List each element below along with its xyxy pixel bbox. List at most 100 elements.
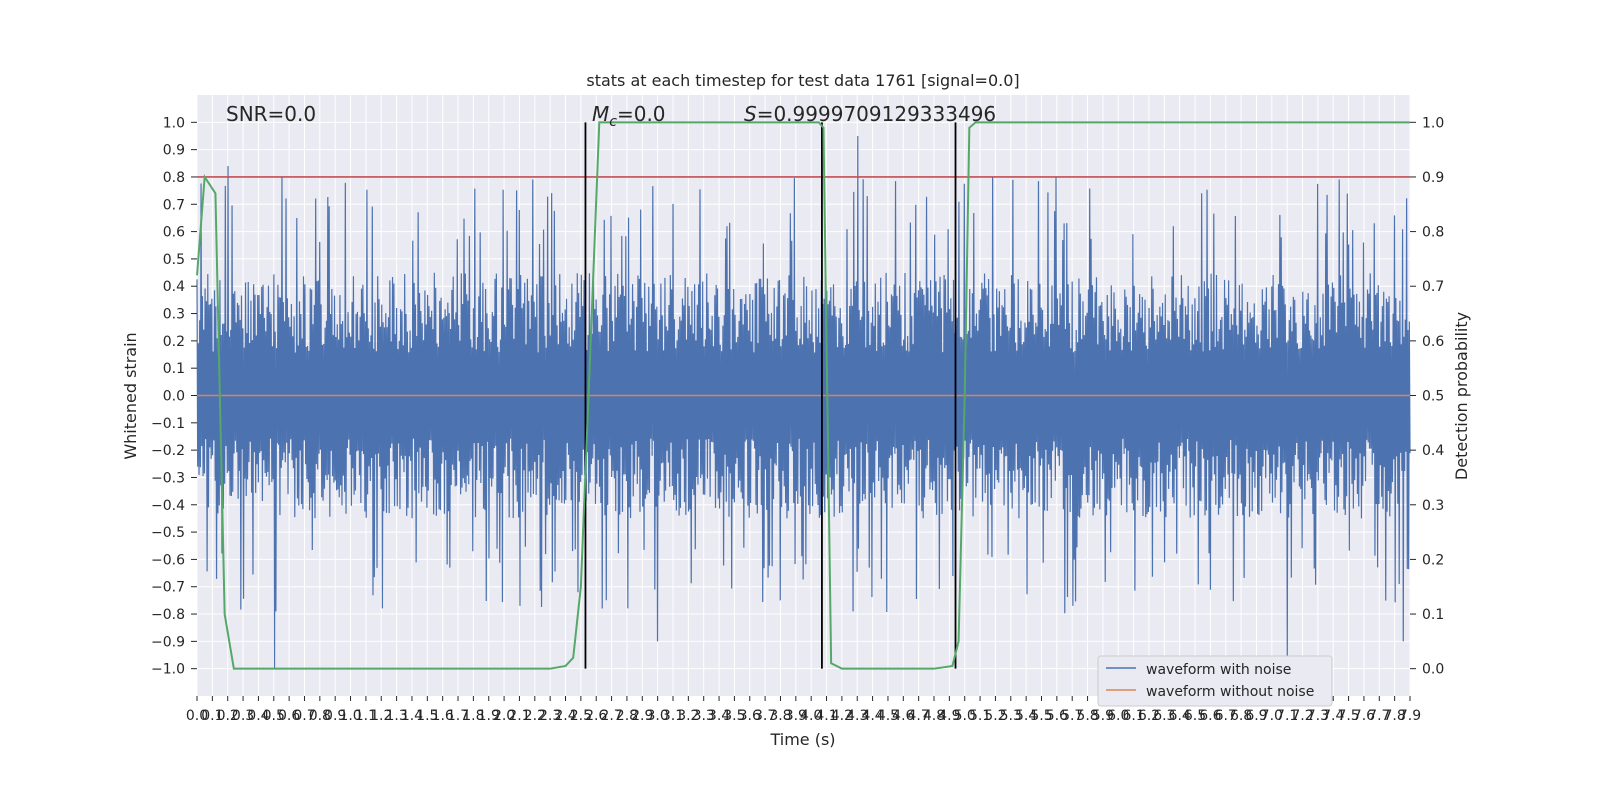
x-tick-label: 7.3 <box>1307 708 1329 724</box>
right-y-tick-label: 0.9 <box>1422 170 1444 186</box>
x-tick-label: 1.6 <box>432 708 454 724</box>
x-tick-label: 7.7 <box>1368 708 1390 724</box>
mc-subscript: c <box>609 114 617 130</box>
right-y-tick-label: 0.5 <box>1422 389 1444 405</box>
x-tick-label: 7.9 <box>1399 708 1421 724</box>
x-tick-label: 6.4 <box>1169 708 1191 724</box>
chart-title: stats at each timestep for test data 176… <box>586 71 1019 90</box>
x-tick-label: 3.2 <box>677 708 699 724</box>
x-tick-label: 4.0 <box>800 708 822 724</box>
x-tick-label: 3.3 <box>693 708 715 724</box>
left-y-tick-label: 0.0 <box>163 389 185 405</box>
x-tick-label: 6.8 <box>1230 708 1252 724</box>
x-tick-label: 0.5 <box>263 708 285 724</box>
x-tick-label: 2.9 <box>631 708 653 724</box>
mc-value: =0.0 <box>617 102 666 126</box>
left-axis-ticks: 1.0 0.9 0.8 0.7 0.6 0.5 0.4 0.3 0.2 0.1 0.0 −0.1 −0.… <box>151 115 197 678</box>
x-tick-label: 2.7 <box>600 708 622 724</box>
x-tick-label: 3.0 <box>647 708 669 724</box>
x-tick-label: 0.9 <box>324 708 346 724</box>
right-y-tick-label: 1.0 <box>1422 115 1444 131</box>
x-tick-label: 5.8 <box>1076 708 1098 724</box>
x-tick-label: 7.5 <box>1337 708 1359 724</box>
right-y-tick-label: 0.3 <box>1422 498 1444 514</box>
right-y-axis-label: Detection probability <box>1452 312 1471 480</box>
left-y-tick-label: 0.1 <box>163 361 185 377</box>
x-tick-label: 6.7 <box>1215 708 1237 724</box>
x-tick-label: 1.0 <box>339 708 361 724</box>
right-y-tick-label: 0.4 <box>1422 443 1444 459</box>
x-tick-label: 5.9 <box>1092 708 1114 724</box>
x-tick-label: 0.4 <box>247 708 269 724</box>
x-tick-label: 6.3 <box>1153 708 1175 724</box>
x-tick-label: 4.7 <box>908 708 930 724</box>
left-y-axis-label: Whitened strain <box>121 332 140 459</box>
x-tick-label: 3.9 <box>785 708 807 724</box>
x-tick-label: 5.2 <box>984 708 1006 724</box>
right-y-tick-label: 0.2 <box>1422 552 1444 568</box>
left-y-tick-label: 0.6 <box>163 225 185 241</box>
left-y-tick-label: 1.0 <box>163 115 185 131</box>
x-tick-label: 6.2 <box>1138 708 1160 724</box>
x-tick-label: 5.4 <box>1015 708 1037 724</box>
legend-label-clean-waveform: waveform without noise <box>1146 684 1314 700</box>
x-tick-label: 5.7 <box>1061 708 1083 724</box>
right-y-tick-label: 0.7 <box>1422 279 1444 295</box>
x-tick-label: 2.6 <box>585 708 607 724</box>
left-y-tick-label: −1.0 <box>151 662 185 678</box>
left-y-tick-label: 0.7 <box>163 197 185 213</box>
x-tick-label: 5.3 <box>1000 708 1022 724</box>
detection-probability-line <box>196 121 1410 670</box>
left-y-tick-label: 0.8 <box>163 170 185 186</box>
x-tick-label: 4.2 <box>831 708 853 724</box>
x-tick-label: 7.2 <box>1291 708 1313 724</box>
x-tick-label: 3.4 <box>708 708 730 724</box>
x-tick-label: 2.4 <box>554 708 576 724</box>
left-y-tick-label: 0.4 <box>163 279 185 295</box>
x-tick-label: 3.1 <box>662 708 684 724</box>
left-y-tick-label: 0.2 <box>163 334 185 350</box>
legend-label-noise-waveform: waveform with noise <box>1146 662 1291 678</box>
x-tick-label: 1.1 <box>355 708 377 724</box>
x-tick-label: 6.0 <box>1107 708 1129 724</box>
x-tick-label: 4.5 <box>877 708 899 724</box>
x-tick-label: 0.2 <box>217 708 239 724</box>
x-tick-label: 4.6 <box>892 708 914 724</box>
left-y-tick-label: −0.4 <box>151 498 185 514</box>
left-y-tick-label: −0.9 <box>151 634 185 650</box>
x-tick-label: 6.5 <box>1184 708 1206 724</box>
x-tick-label: 7.0 <box>1261 708 1283 724</box>
right-y-tick-label: 0.1 <box>1422 607 1444 623</box>
snr-annotation: SNR=0.0 <box>226 102 316 126</box>
right-y-tick-label: 0.6 <box>1422 334 1444 350</box>
left-y-tick-label: −0.3 <box>151 470 185 486</box>
x-tick-label: 2.5 <box>570 708 592 724</box>
s-value: =0.9999709129333496 <box>757 102 996 126</box>
legend-box <box>1097 655 1333 707</box>
right-y-tick-label: 0.8 <box>1422 225 1444 241</box>
x-tick-label: 4.4 <box>861 708 883 724</box>
x-tick-label: 4.3 <box>846 708 868 724</box>
x-tick-label: 1.2 <box>370 708 392 724</box>
s-annotation: S=0.9999709129333496 <box>744 102 996 126</box>
left-y-tick-label: −0.8 <box>151 607 185 623</box>
x-tick-label: 4.1 <box>815 708 837 724</box>
mc-annotation: Mc=0.0 <box>592 102 666 130</box>
left-y-tick-label: −0.6 <box>151 552 185 568</box>
x-tick-label: 1.5 <box>416 708 438 724</box>
x-tick-label: 0.0 <box>186 708 208 724</box>
x-tick-label: 1.8 <box>462 708 484 724</box>
x-tick-label: 0.6 <box>278 708 300 724</box>
x-tick-label: 6.9 <box>1245 708 1267 724</box>
left-y-tick-label: −0.2 <box>151 443 185 459</box>
x-tick-label: 1.4 <box>401 708 423 724</box>
right-axis-ticks: 1.0 0.9 0.8 0.7 0.6 0.5 0.4 0.3 0.2 0.1 0.0 <box>1410 115 1444 678</box>
noise-waveform-line <box>196 135 1411 669</box>
right-y-tick-label: 0.0 <box>1422 662 1444 678</box>
x-tick-label: 4.8 <box>923 708 945 724</box>
mc-symbol: M <box>592 102 609 126</box>
overlay-lines <box>196 121 1410 670</box>
x-tick-label: 7.4 <box>1322 708 1344 724</box>
x-tick-label: 5.6 <box>1046 708 1068 724</box>
